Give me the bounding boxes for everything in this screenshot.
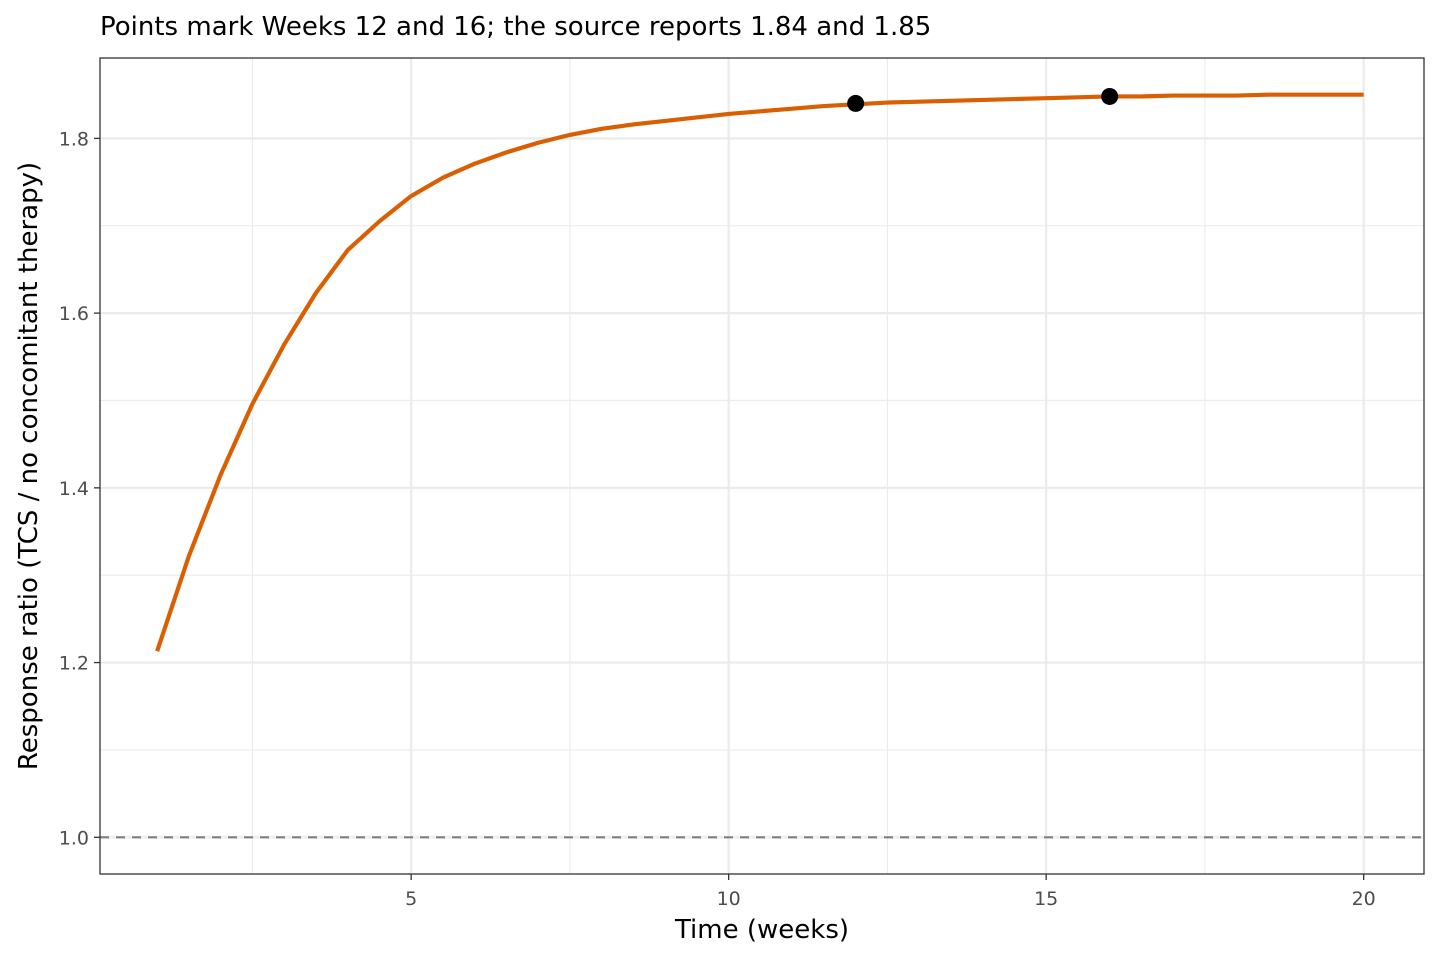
plot-panel-border bbox=[99, 57, 1425, 875]
grid bbox=[100, 58, 1424, 874]
x-tick-label: 15 bbox=[1034, 888, 1058, 910]
y-tick-label: 1.4 bbox=[59, 478, 89, 500]
chart-title: Points mark Weeks 12 and 16; the source … bbox=[100, 12, 931, 42]
series-layer bbox=[155, 87, 1364, 652]
x-tick-label: 5 bbox=[405, 888, 417, 910]
y-axis-title: Response ratio (TCS / no concomitant the… bbox=[14, 162, 44, 770]
data-point-week-12 bbox=[847, 94, 865, 112]
x-axis-title: Time (weeks) bbox=[674, 915, 849, 945]
y-tick-label: 1.0 bbox=[59, 827, 89, 849]
x-tick-label: 20 bbox=[1352, 888, 1376, 910]
data-point-week-16 bbox=[1101, 87, 1119, 105]
y-tick-label: 1.2 bbox=[59, 653, 89, 675]
y-tick-label: 1.8 bbox=[59, 128, 89, 150]
series-line-0 bbox=[155, 92, 1364, 652]
x-tick-label: 10 bbox=[717, 888, 741, 910]
y-tick-label: 1.6 bbox=[59, 303, 89, 325]
axes: 5 10 15 20 1.0 1.2 1.4 1.6 1.8 bbox=[59, 128, 1376, 910]
